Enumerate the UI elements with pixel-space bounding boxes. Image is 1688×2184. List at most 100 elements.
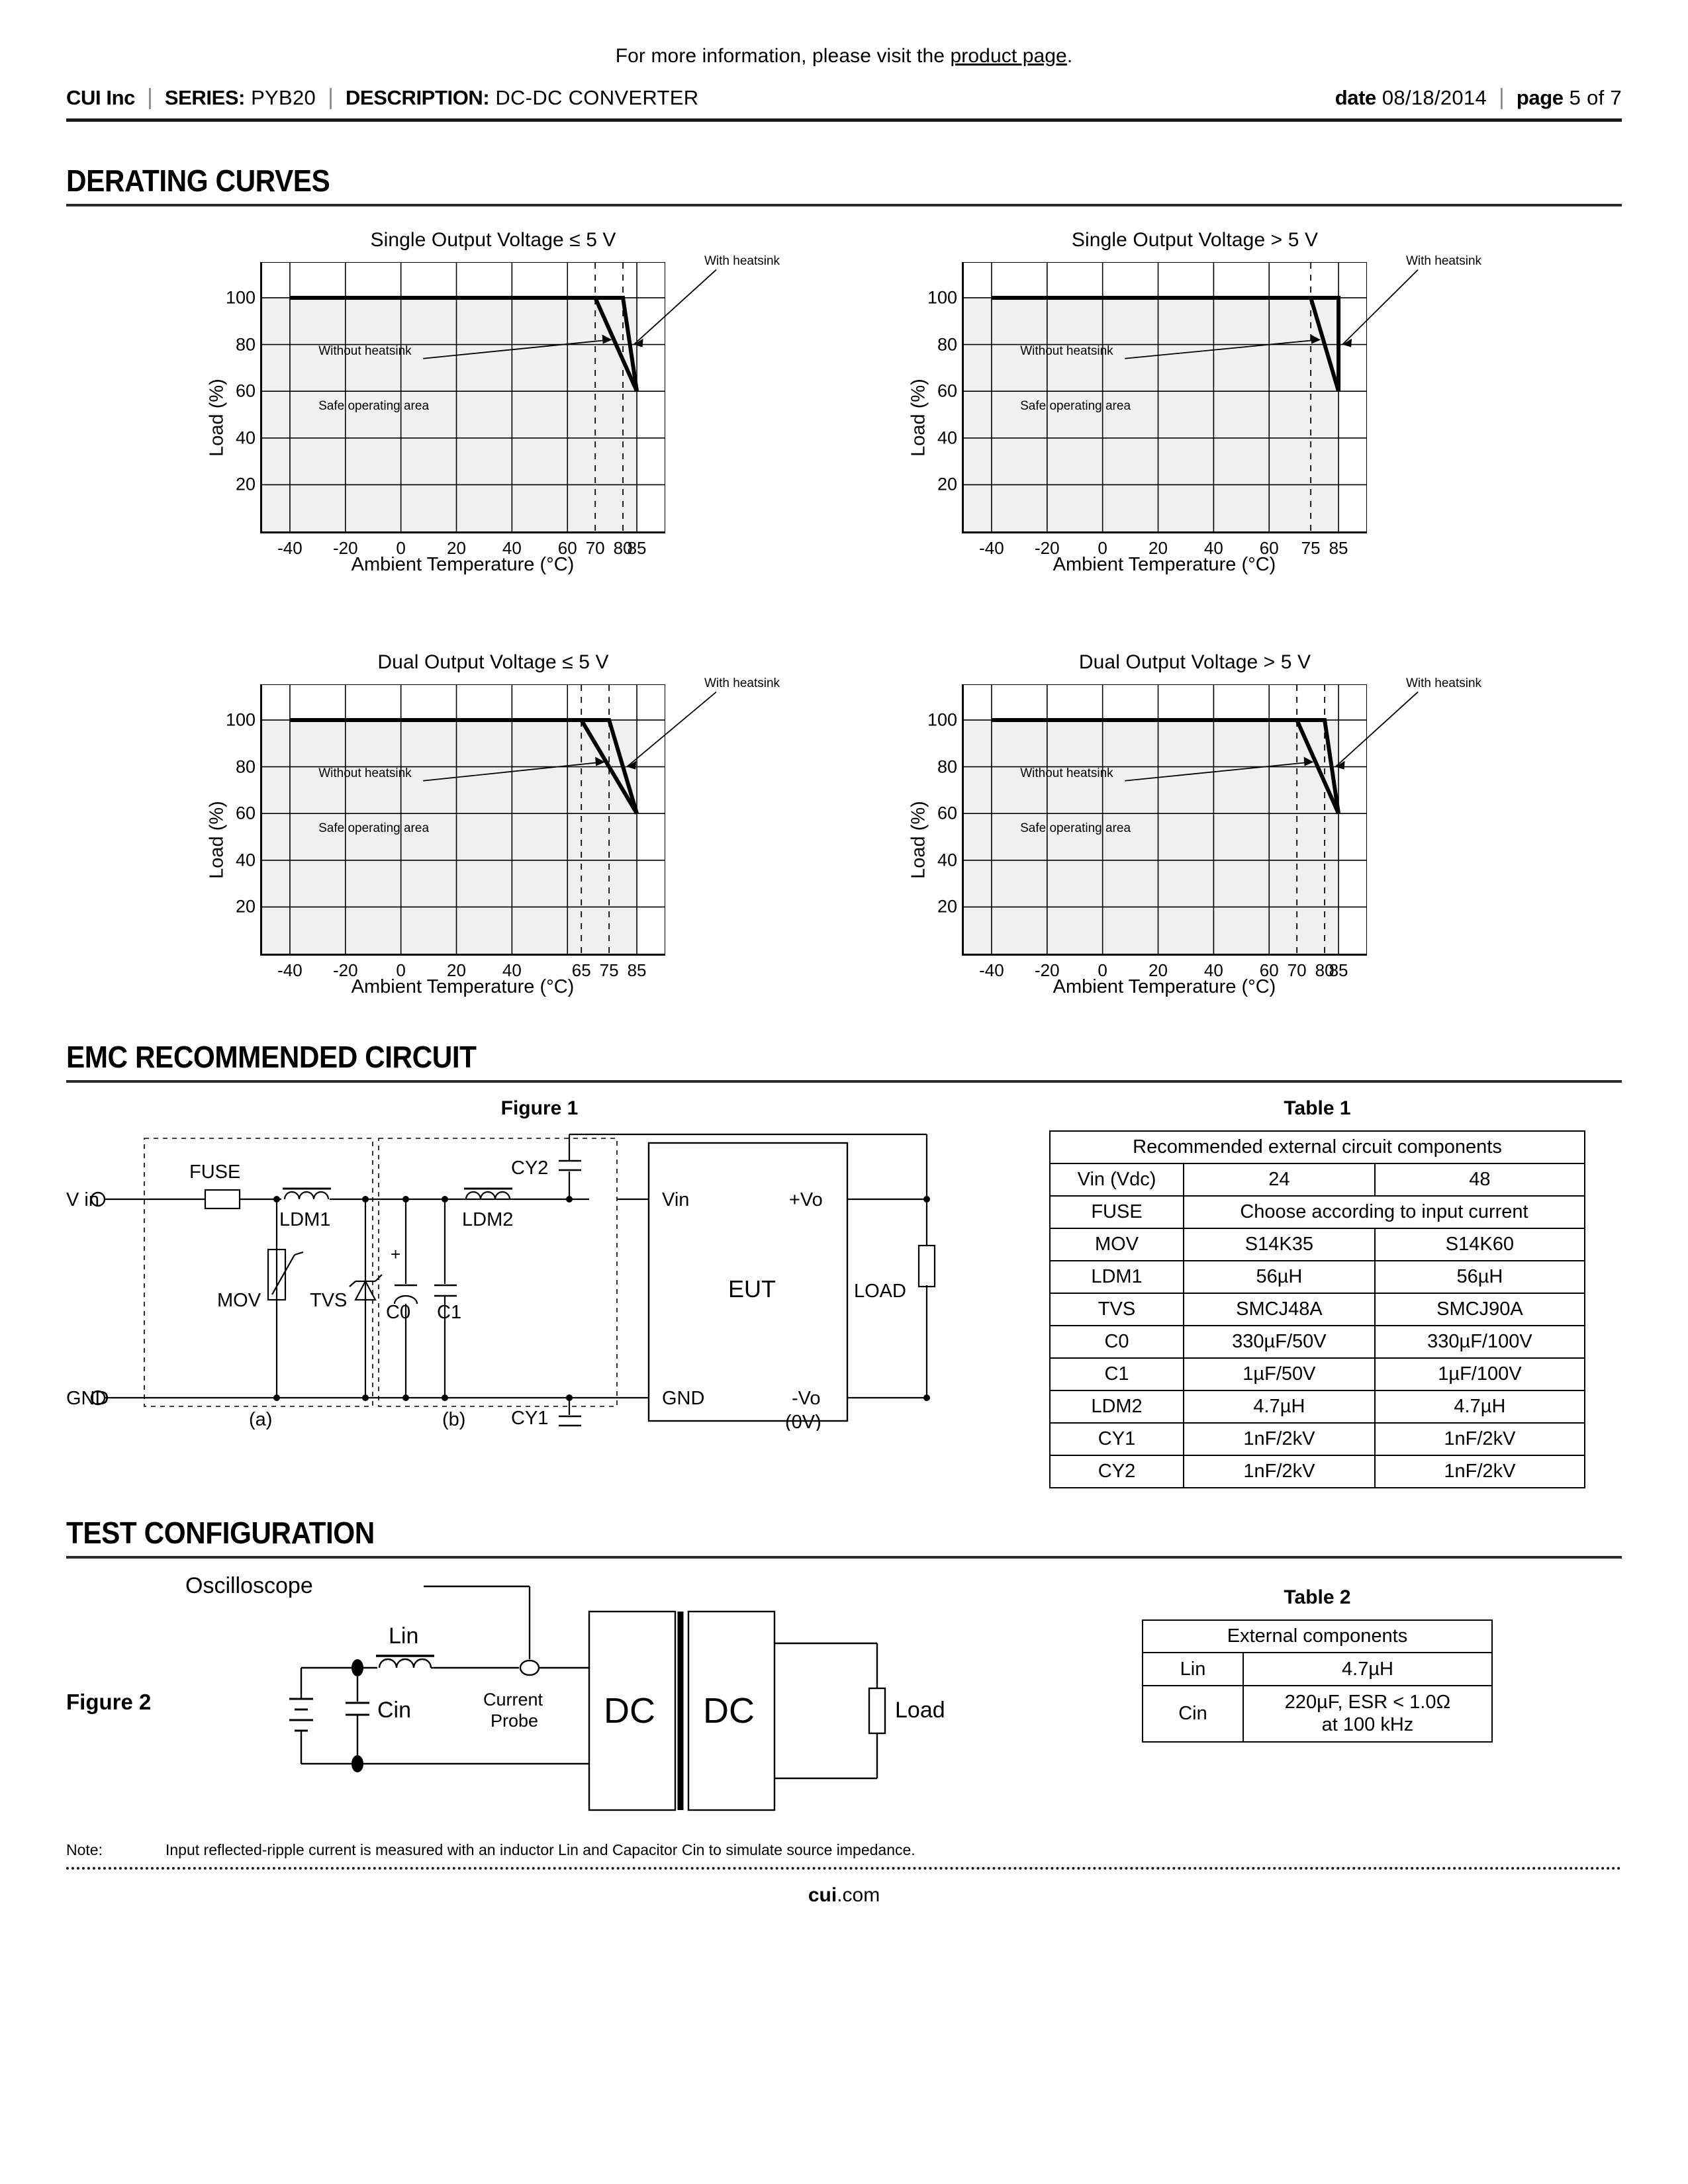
date-label: date (1335, 86, 1377, 109)
figure1-caption: Figure 1 (500, 1097, 579, 1119)
chart-title: Dual Output Voltage ≤ 5 V (377, 651, 609, 673)
chart-title: Single Output Voltage ≤ 5 V (370, 229, 616, 251)
y-axis-label: Load (%) (206, 379, 228, 457)
table1-cell-48v: 1nF/2kV (1374, 1455, 1586, 1488)
y-axis-tick: 40 (235, 428, 256, 448)
annotation-safe-operating-area: Safe operating area (1020, 399, 1131, 414)
x-axis-tick: -20 (332, 960, 358, 980)
table2-cell: 220µF, ESR < 1.0Ω at 100 kHz (1243, 1685, 1493, 1743)
leader-with-heatsink (1335, 691, 1419, 768)
chart-plot-svg (964, 263, 1419, 531)
table2-header-cell: External components (1142, 1619, 1493, 1653)
footer-domain: .com (837, 1884, 880, 1906)
table1-cell-48v: S14K60 (1374, 1228, 1586, 1261)
x-axis-tick: 20 (447, 960, 466, 980)
gnd-input-label: GND (66, 1388, 109, 1409)
fuse-label: FUSE (189, 1161, 240, 1183)
table1-column-header: 24 (1183, 1163, 1376, 1197)
annotation-with-heatsink: With heatsink (704, 253, 780, 268)
x-axis-tick: 85 (1329, 960, 1348, 980)
chart-dual-le5: Dual Output Voltage ≤ 5 V Load (%) 20 40 6… (182, 651, 804, 997)
annotation-safe-operating-area: Safe operating area (318, 399, 430, 414)
table1-cell-24v: S14K35 (1183, 1228, 1376, 1261)
top-note: For more information, please visit the p… (0, 0, 1688, 68)
x-axis-tick: 20 (1149, 538, 1168, 558)
table1-column-header: 48 (1374, 1163, 1586, 1197)
table1-cell-48v: 4.7µH (1374, 1390, 1586, 1424)
y-axis-tick: 40 (235, 850, 256, 870)
emc-section: EMC RECOMMENDED CIRCUIT (66, 1039, 1622, 1083)
y-axis-tick: 60 (937, 803, 957, 823)
annotation-without-heatsink: Without heatsink (318, 343, 412, 358)
safe-operating-area-shading (262, 297, 637, 531)
x-axis-tick: 65 (571, 960, 591, 980)
table1-row-name: C0 (1049, 1325, 1184, 1359)
table1-cell-24v: SMCJ48A (1183, 1293, 1376, 1326)
table-row: LDM2 4.7µH 4.7µH (1049, 1390, 1586, 1424)
table1-row-name: CY2 (1049, 1455, 1184, 1488)
load-label: LOAD (854, 1281, 906, 1302)
x-axis-tick: -40 (277, 538, 303, 558)
x-axis-tick: 60 (1259, 538, 1279, 558)
plot-area: 20 40 60 80 100 -40 -20 0 20 40 60 70 80 85 With heats… (226, 254, 780, 558)
test-config-rule (66, 1556, 1622, 1559)
x-axis-tick: 0 (396, 960, 406, 980)
table2-caption: Table 2 (1284, 1586, 1351, 1608)
table-row: Vin (Vdc) 24 48 (1049, 1163, 1586, 1197)
derating-curves-section: DERATING CURVES (66, 163, 1622, 206)
curve-with-heatsink (991, 295, 1341, 392)
annotation-safe-operating-area: Safe operating area (1020, 821, 1131, 836)
table1-row-name: CY1 (1049, 1422, 1184, 1456)
note-label: Note: (66, 1841, 103, 1858)
header-divider-3: | (1499, 85, 1505, 110)
x-axis-tick: 60 (1259, 960, 1279, 980)
ldm1-label: LDM1 (279, 1209, 330, 1230)
table1-cell-48v: SMCJ90A (1374, 1293, 1586, 1326)
arrowhead-without-heatsink (1303, 756, 1314, 766)
group-b-label: (b) (442, 1409, 465, 1430)
note-row: Note: Input reflected-ripple current is … (66, 1841, 1622, 1859)
eut-gnd-label: GND (662, 1388, 704, 1409)
header-divider-2: | (328, 85, 334, 110)
top-note-suffix: . (1066, 45, 1073, 67)
chart-single-gt5: Single Output Voltage > 5 V Load (%) 20 4… (884, 229, 1506, 575)
figure1-circuit-diagram: V in GND FUSE MOV LDM1 TVS + C0 C1 LDM2 … (66, 1133, 936, 1433)
x-axis-tick: -20 (1034, 538, 1060, 558)
footer-divider (66, 1867, 1622, 1870)
current-probe-label-line1: Current (483, 1690, 543, 1709)
derating-charts: Single Output Voltage ≤ 5 V Load (%) 20 4… (0, 229, 1688, 997)
product-page-link[interactable]: product page (950, 45, 1067, 67)
table-row: External components (1142, 1619, 1493, 1653)
table-row: LDM1 56µH 56µH (1049, 1260, 1586, 1294)
figure1-column: Figure 1 (66, 1097, 1013, 1488)
derating-rule (66, 204, 1622, 206)
chart-title: Single Output Voltage > 5 V (1071, 229, 1319, 251)
figure2-caption: Figure 2 (66, 1690, 151, 1714)
eut-label: EUT (728, 1275, 776, 1302)
x-axis-tick: 0 (1098, 538, 1107, 558)
footer-brand-name: cui (808, 1884, 837, 1906)
table1-cell-24v: 330µF/50V (1183, 1325, 1376, 1359)
description-label: DESCRIPTION: (345, 86, 490, 109)
group-a-label: (a) (249, 1409, 272, 1430)
test-config-heading: TEST CONFIGURATION (66, 1516, 375, 1550)
page-value: 5 of 7 (1569, 86, 1622, 109)
x-axis-tick: 80 (1315, 960, 1335, 980)
x-axis-tick: 20 (447, 538, 466, 558)
x-axis-tick: 40 (1203, 538, 1223, 558)
chart-single-le5: Single Output Voltage ≤ 5 V Load (%) 20 4… (182, 229, 804, 575)
leader-without-heatsink (423, 339, 610, 359)
vo-pos-label: +Vo (789, 1189, 823, 1210)
vin-input-label: V in (66, 1189, 99, 1210)
header-right: date 08/18/2014 | page 5 of 7 (1335, 85, 1622, 111)
table1-cell-24v: 1nF/2kV (1183, 1422, 1376, 1456)
description-value: DC-DC CONVERTER (495, 86, 699, 109)
table-row: C0 330µF/50V 330µF/100V (1049, 1325, 1586, 1359)
table1-row-name: FUSE (1049, 1195, 1184, 1229)
y-axis-tick: 80 (937, 334, 957, 355)
eut-vin-label: Vin (662, 1189, 689, 1210)
arrowhead-without-heatsink (602, 334, 612, 344)
chart-row-top: Single Output Voltage ≤ 5 V Load (%) 20 4… (0, 229, 1688, 575)
table-row: Recommended external circuit components (1049, 1130, 1585, 1164)
table1-cell-24v: 1nF/2kV (1183, 1455, 1376, 1488)
